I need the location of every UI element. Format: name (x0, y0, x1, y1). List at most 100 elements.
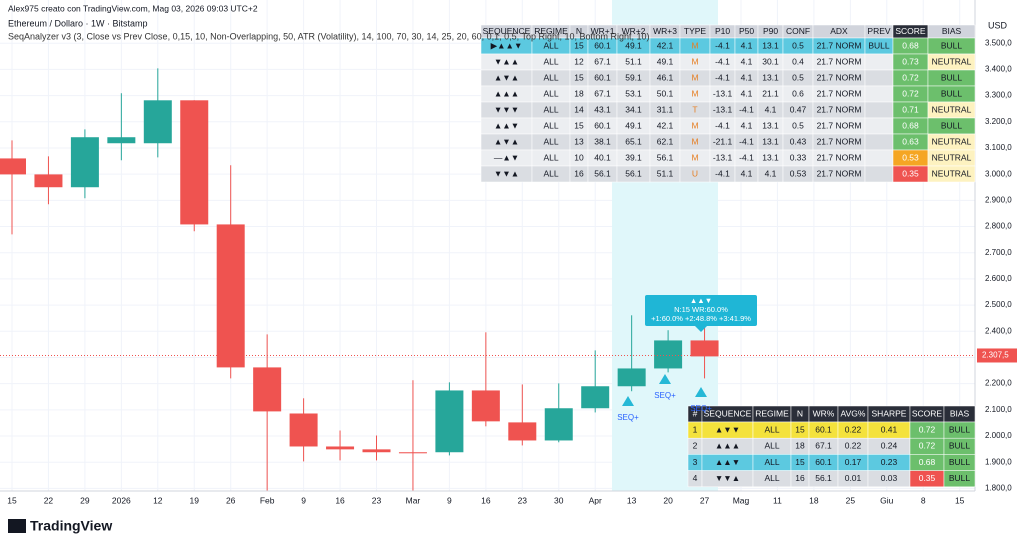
y-tick-label: 2.800,0 (985, 222, 1012, 231)
cell-text: 46.1 (657, 72, 674, 82)
cell-text: 21.7 NORM (817, 152, 862, 162)
cell-text: 0.01 (845, 473, 862, 483)
currency: USD (988, 20, 1008, 30)
candle-body (143, 100, 172, 144)
candle-body (0, 158, 26, 175)
candle-body (34, 174, 63, 188)
tooltip-sequence: ▲▲▼ (690, 296, 712, 305)
cell-text: 0.43 (790, 136, 807, 146)
candle-body (435, 390, 464, 453)
symbol: Ethereum / Dollaro · 1W · Bitstamp (8, 18, 148, 28)
cell-text: M (691, 120, 698, 130)
cell-text: 14 (574, 104, 584, 114)
seq-marker (622, 396, 634, 406)
cell-text: 53.1 (625, 88, 642, 98)
column-header: N (576, 26, 582, 36)
cell-text: 0.5 (792, 72, 804, 82)
cell-text: 4.1 (765, 168, 777, 178)
x-tick-label: 20 (663, 495, 673, 505)
y-tick-label: 2.700,0 (985, 248, 1012, 257)
table-cell (864, 53, 894, 71)
cell-text: 4.1 (741, 120, 753, 130)
cell-text: 0.73 (902, 56, 919, 66)
x-tick-label: 9 (301, 495, 306, 505)
column-header: CONF (786, 26, 810, 36)
cell-text: 0.72 (902, 72, 919, 82)
seq-label: SEQ+ (654, 391, 676, 400)
cell-text: ALL (543, 120, 558, 130)
column-header: P90 (763, 26, 778, 36)
x-tick-label: 26 (226, 495, 236, 505)
cell-text: ALL (543, 136, 558, 146)
cell-text: ▼▼▲ (715, 473, 740, 483)
cell-text: ▲▲▲ (494, 88, 519, 98)
cell-text: ▼▼▼ (494, 104, 519, 114)
cell-text: 21.7 NORM (817, 72, 862, 82)
cell-text: 65.1 (625, 136, 642, 146)
cell-text: BULL (949, 457, 971, 467)
cell-text: 51.1 (625, 56, 642, 66)
x-tick-label: 29 (80, 495, 90, 505)
cell-text: 12 (574, 56, 584, 66)
credit: Alex975 creato con TradingView.com, Mag … (8, 3, 258, 13)
cell-text: ALL (764, 441, 779, 451)
x-tick-label: 12 (153, 495, 163, 505)
table-cell (864, 85, 894, 103)
cell-text: 30.1 (762, 56, 779, 66)
cell-text: ▼▲▲ (494, 56, 519, 66)
cell-text: 67.1 (594, 88, 611, 98)
cell-text: -4.1 (715, 40, 730, 50)
candle-body (216, 224, 245, 368)
column-header: REGIME (534, 26, 568, 36)
y-tick-label: 2.000,0 (985, 431, 1012, 440)
cell-text: ALL (764, 473, 779, 483)
candle-body (581, 386, 610, 409)
table-cell (864, 133, 894, 151)
indicator: SeqAnalyzer v3 (3, Close vs Prev Close, … (8, 31, 650, 41)
seq-label: SEQ+ (617, 413, 639, 422)
cell-text: 21.7 NORM (817, 56, 862, 66)
tooltip-pointer (695, 326, 707, 332)
cell-text: 4.1 (741, 88, 753, 98)
table-cell (864, 165, 894, 183)
cell-text: -13.1 (713, 88, 733, 98)
cell-text: 42.1 (657, 40, 674, 50)
table-cell (927, 165, 976, 183)
cell-text: 13.1 (762, 120, 779, 130)
y-tick-label: 2.400,0 (985, 326, 1012, 335)
cell-text: 0.53 (790, 168, 807, 178)
cell-text: -4.1 (739, 152, 754, 162)
cell-text: 21.7 NORM (817, 40, 862, 50)
cell-text: ▲▼▼ (715, 424, 740, 434)
candle-body (253, 367, 282, 412)
cell-text: 13.1 (762, 152, 779, 162)
x-tick-label: 15 (955, 495, 965, 505)
x-tick-label: 16 (335, 495, 345, 505)
candle-body (326, 446, 355, 450)
cell-text: 21.7 NORM (817, 168, 862, 178)
cell-text: 16 (574, 168, 584, 178)
cell-text: 67.1 (594, 56, 611, 66)
x-tick-label: 13 (627, 495, 637, 505)
candle-body (654, 340, 683, 369)
cell-text: BULL (941, 88, 963, 98)
cell-text: 13 (574, 136, 584, 146)
column-header: WR+2 (622, 26, 646, 36)
cell-text: 56.1 (625, 168, 642, 178)
table-cell (864, 69, 894, 87)
cell-text: 13.1 (762, 40, 779, 50)
column-header: BIAS (950, 408, 970, 418)
y-tick-label: 1.800,0 (985, 483, 1012, 492)
cell-text: 49.1 (625, 120, 642, 130)
cell-text: 15 (574, 120, 584, 130)
cell-text: -4.1 (715, 72, 730, 82)
cell-text: 0.17 (845, 457, 862, 467)
x-tick-label: 2026 (112, 495, 131, 505)
cell-text: 2 (693, 441, 698, 451)
cell-text: 0.53 (902, 152, 919, 162)
x-tick-label: 23 (518, 495, 528, 505)
tooltip-line: N:15 WR:60.0% (674, 305, 728, 314)
candles (0, 68, 975, 491)
column-header: SHARPE (872, 408, 907, 418)
cell-text: -4.1 (739, 136, 754, 146)
